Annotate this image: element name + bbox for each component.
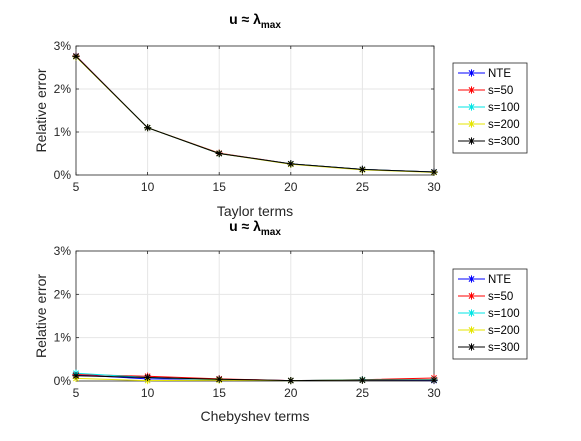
legend-marker <box>467 292 476 300</box>
axes-box <box>75 45 435 176</box>
chart-title-subscript: max <box>261 227 281 238</box>
legend-marker <box>467 137 476 145</box>
legend-entry: s=200 <box>458 325 520 337</box>
x-tick-label: 25 <box>356 386 370 400</box>
x-tick-label: 10 <box>141 386 155 400</box>
chart-title-main: u ≈ λ <box>229 218 261 234</box>
legend-label: s=100 <box>488 308 520 320</box>
legend-marker <box>467 275 476 283</box>
y-tick-label: 1% <box>54 331 72 345</box>
chart-panel-1: 5 10 15 20 25 30 0% 1% 2% 3% Taylor terms Relative … <box>33 11 528 219</box>
legend-label: s=50 <box>488 291 513 303</box>
legend-label: s=50 <box>488 85 513 97</box>
x-tick-label: 15 <box>213 180 227 194</box>
x-tick-label: 30 <box>427 180 441 194</box>
chart-title: u ≈ λmax <box>229 218 281 238</box>
data-point <box>287 376 295 385</box>
y-axis-label: Relative error <box>33 274 49 358</box>
x-axis-label: Chebyshev terms <box>201 408 310 424</box>
legend-entry: NTE <box>458 274 511 286</box>
x-tick-label: 25 <box>356 180 370 194</box>
data-point <box>430 168 438 176</box>
legend-marker <box>467 309 476 317</box>
legend-label: s=200 <box>488 325 520 337</box>
y-axis-label: Relative error <box>33 68 49 152</box>
legend-box <box>452 62 528 154</box>
data-point <box>144 124 152 132</box>
legend-marker <box>467 343 476 351</box>
x-tick-label: 20 <box>284 386 298 400</box>
legend-label: s=100 <box>488 102 520 114</box>
x-tick-label: 5 <box>73 180 80 194</box>
y-tick-label: 2% <box>54 287 72 301</box>
chart-panel-2: 5 10 15 20 25 30 0% 1% 2% 3% Chebyshev terms Relati… <box>33 218 528 424</box>
legend-entry: s=50 <box>458 291 513 303</box>
legend-marker <box>467 103 476 111</box>
axes-box <box>75 250 435 382</box>
legend: NTE s=50 s=100 s=200 s=300 <box>452 62 528 154</box>
legend-label: s=300 <box>488 342 520 354</box>
data-point <box>144 373 152 382</box>
x-axis-label: Taylor terms <box>217 203 293 219</box>
legend-marker <box>467 326 476 334</box>
chart-title-main: u ≈ λ <box>229 11 261 27</box>
legend-entry: NTE <box>458 68 511 80</box>
series-s-300 <box>72 52 438 176</box>
x-tick-label: 5 <box>73 386 80 400</box>
plot-area <box>76 251 434 381</box>
x-tick-label: 15 <box>213 386 227 400</box>
data-point <box>72 372 80 380</box>
x-tick-label: 20 <box>284 180 298 194</box>
legend-marker <box>467 69 476 77</box>
legend-entry: s=300 <box>458 342 520 354</box>
data-point <box>358 165 366 174</box>
legend-entry: s=50 <box>458 85 513 97</box>
chart-title-subscript: max <box>261 20 281 31</box>
data-point <box>215 375 223 383</box>
y-tick-label: 0% <box>54 374 72 388</box>
data-point <box>430 376 438 384</box>
legend-entry: s=300 <box>458 136 520 148</box>
legend-entry: s=100 <box>458 308 520 320</box>
legend-marker <box>467 120 476 128</box>
y-tick-label: 1% <box>54 125 72 139</box>
legend-entry: s=100 <box>458 102 520 114</box>
legend-label: NTE <box>488 274 511 286</box>
y-tick-label: 3% <box>54 244 72 258</box>
legend-label: s=200 <box>488 119 520 131</box>
data-point <box>287 160 295 168</box>
chart-title: u ≈ λmax <box>229 11 281 31</box>
plot-area <box>76 46 434 175</box>
series-line <box>75 375 434 382</box>
legend-box <box>452 268 528 360</box>
legend-label: s=300 <box>488 136 520 148</box>
data-point <box>215 149 223 158</box>
x-tick-label: 30 <box>427 386 441 400</box>
y-tick-label: 2% <box>54 82 72 96</box>
series-s-300 <box>72 372 438 385</box>
x-tick-label: 10 <box>141 180 155 194</box>
legend-entry: s=200 <box>458 119 520 131</box>
legend-label: NTE <box>488 68 511 80</box>
legend-marker <box>467 86 476 94</box>
series-line <box>75 55 435 173</box>
y-tick-label: 3% <box>54 39 72 53</box>
y-tick-label: 0% <box>54 168 72 182</box>
data-point <box>358 376 366 384</box>
legend: NTE s=50 s=100 s=200 s=300 <box>452 268 528 360</box>
data-point <box>72 52 80 60</box>
